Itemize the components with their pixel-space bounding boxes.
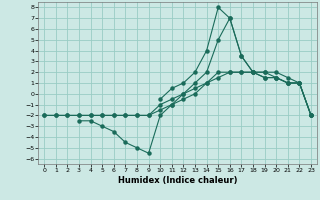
- X-axis label: Humidex (Indice chaleur): Humidex (Indice chaleur): [118, 176, 237, 185]
